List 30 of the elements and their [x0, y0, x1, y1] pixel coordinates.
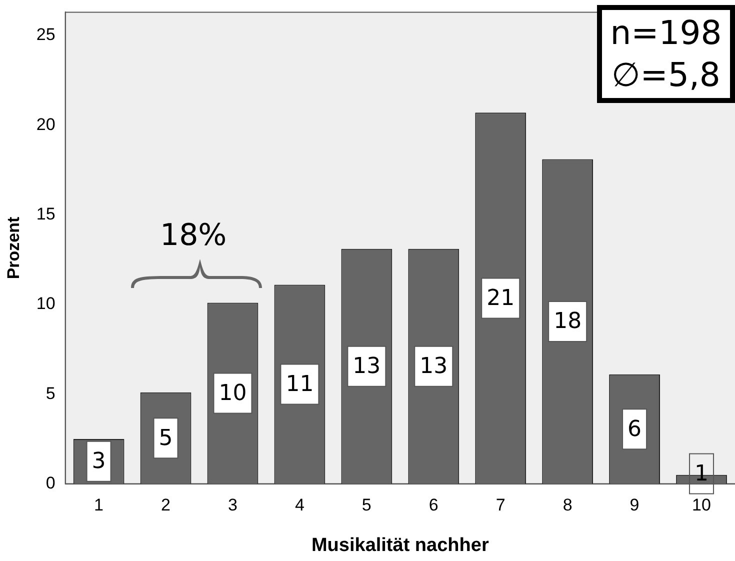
x-tick-label: 3 — [228, 496, 238, 515]
x-tick-label: 5 — [362, 496, 372, 515]
data-label: 21 — [486, 286, 515, 311]
annotation: n=198 — [609, 12, 723, 54]
y-tick-label: 10 — [36, 294, 56, 314]
annotation: 18% — [160, 218, 227, 253]
x-tick-label: 8 — [562, 496, 572, 515]
x-axis-title: Musikalität nachher — [311, 534, 490, 556]
data-label: 13 — [420, 354, 448, 380]
data-label: 10 — [218, 380, 247, 406]
data-label: 6 — [628, 416, 642, 442]
y-tick-label: 5 — [46, 384, 56, 403]
data-label: 5 — [158, 426, 173, 451]
x-tick-label: 6 — [428, 496, 438, 515]
x-tick-label: 10 — [692, 496, 711, 515]
x-tick-label: 1 — [94, 496, 104, 515]
x-tick-label: 9 — [630, 496, 640, 515]
y-tick-label: 20 — [36, 114, 56, 134]
x-tick-label: 7 — [496, 496, 506, 515]
y-tick-label: 15 — [36, 204, 56, 224]
x-tick-label: 4 — [294, 496, 304, 515]
data-label: 11 — [286, 372, 314, 397]
y-tick-label: 25 — [36, 25, 56, 44]
x-tick-label: 2 — [161, 496, 170, 515]
data-label: 13 — [352, 354, 381, 380]
y-axis-title: Prozent — [4, 216, 23, 280]
data-label: 18 — [554, 309, 582, 334]
data-label: 3 — [92, 449, 106, 474]
y-tick-label: 0 — [46, 473, 56, 492]
annotation: ∅=5,8 — [610, 54, 722, 96]
